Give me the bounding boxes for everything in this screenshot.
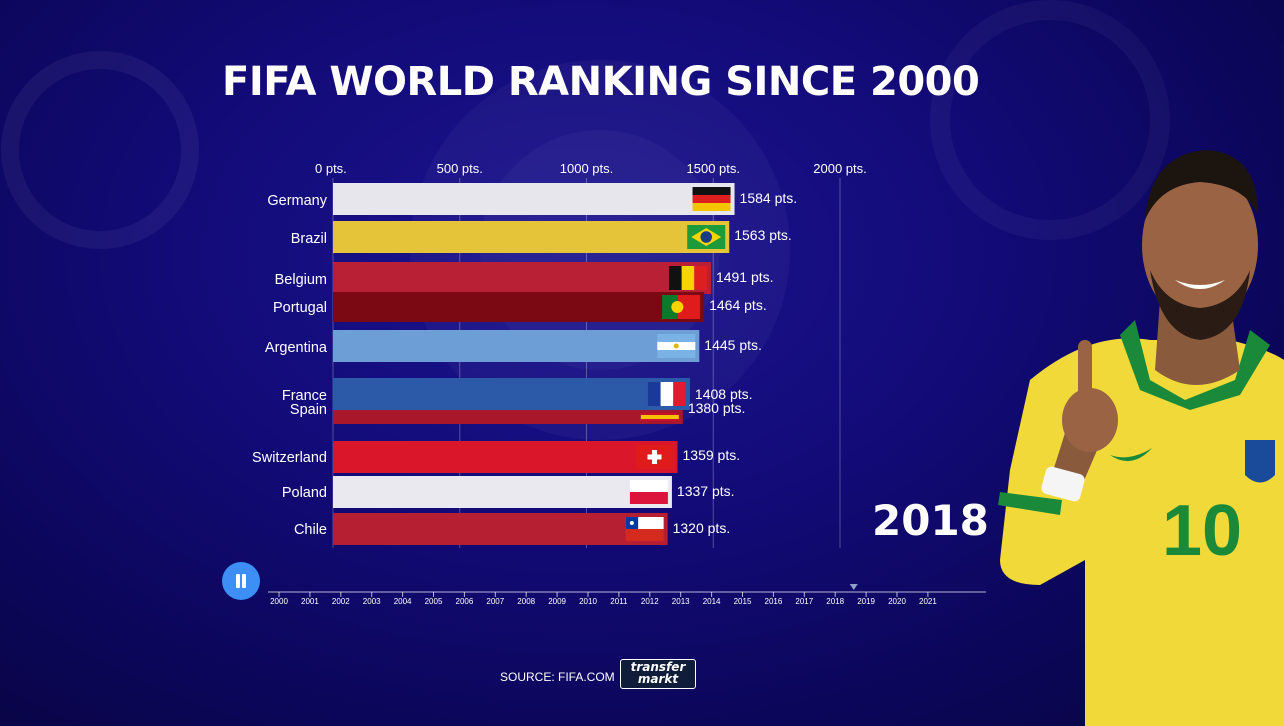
flag-part (700, 231, 712, 243)
flag-part (673, 343, 679, 349)
value-label: 1337 pts. (677, 483, 735, 499)
pause-button[interactable] (222, 562, 260, 600)
bar-row-belgium: Belgium 1491 pts. (275, 262, 774, 294)
country-label: Spain (290, 402, 327, 418)
bar-row-poland: Poland 1337 pts. (282, 476, 735, 508)
flag-icon-poland (629, 480, 668, 504)
bar-row-spain: Spain 1380 pts. (290, 400, 746, 424)
flag-icon-argentina (657, 334, 696, 358)
bar-row-switzerland: Switzerland 1359 pts. (252, 441, 740, 473)
flag-part (625, 529, 664, 541)
country-label: Chile (294, 522, 327, 538)
bar-chile (333, 513, 668, 545)
bar-portugal (333, 292, 705, 322)
flag-part (629, 492, 668, 504)
value-label: 1464 pts. (709, 297, 767, 313)
value-label: 1445 pts. (704, 337, 762, 353)
flag-icon-brazil (687, 225, 726, 249)
flag-part (662, 295, 678, 319)
country-label: Portugal (273, 300, 327, 316)
bar-brazil (333, 221, 730, 253)
page-title: FIFA WORLD RANKING SINCE 2000 (222, 59, 980, 105)
flag-icon-france (647, 382, 686, 406)
x-tick-label: 1500 pts. (687, 161, 741, 176)
bar-row-brazil: Brazil 1563 pts. (291, 221, 792, 253)
flag-part (640, 415, 679, 419)
jersey-number: 10 (1162, 491, 1242, 571)
transfermarkt-logo: transfer markt (620, 659, 696, 689)
flag-part (660, 382, 674, 406)
bar-row-portugal: Portugal 1464 pts. (273, 292, 767, 322)
bar-argentina (333, 330, 700, 362)
flag-part (681, 266, 695, 290)
current-year-label: 2018 (872, 496, 989, 545)
flag-part (647, 382, 661, 406)
logo-line-2: markt (637, 672, 679, 686)
value-label: 1359 pts. (683, 447, 741, 463)
flag-part (668, 266, 682, 290)
country-label: Belgium (275, 272, 327, 288)
flag-part (692, 195, 731, 203)
pause-icon-bar-left (236, 574, 240, 588)
value-label: 1320 pts. (673, 520, 731, 536)
flag-icon-germany (692, 187, 731, 211)
bar-belgium (333, 262, 711, 294)
flag-part (647, 454, 662, 460)
flag-part (692, 203, 731, 211)
value-label: 1408 pts. (695, 386, 753, 402)
bar-row-germany: Germany 1584 pts. (267, 183, 797, 215)
value-label: 1380 pts. (688, 400, 746, 416)
flag-part (694, 266, 707, 290)
x-tick-label: 0 pts. (315, 161, 347, 176)
country-label: Argentina (265, 340, 328, 356)
country-label: France (282, 388, 327, 404)
flag-part (671, 301, 684, 313)
value-label: 1584 pts. (740, 190, 798, 206)
flag-part (692, 187, 731, 195)
x-tick-label: 500 pts. (437, 161, 483, 176)
flag-part (677, 295, 701, 319)
value-label: 1563 pts. (734, 227, 792, 243)
bar-row-argentina: Argentina 1445 pts. (265, 330, 762, 362)
flag-part (629, 521, 634, 525)
bar-row-chile: Chile 1320 pts. (294, 513, 730, 545)
flag-icon-spain (640, 413, 679, 421)
flag-icon-belgium (668, 266, 707, 290)
country-label: Brazil (291, 231, 327, 247)
country-label: Germany (267, 193, 327, 209)
flag-icon-portugal (662, 295, 701, 319)
bar-germany (333, 183, 735, 215)
flag-icon-switzerland (635, 445, 674, 469)
bar-france (333, 378, 690, 410)
value-label: 1491 pts. (716, 269, 774, 285)
flag-icon-chile (625, 517, 664, 541)
flag-part (673, 382, 686, 406)
pause-icon-bar-right (242, 574, 246, 588)
flag-part (629, 480, 668, 492)
bar-switzerland (333, 441, 678, 473)
logo-line-1: transfer (630, 660, 686, 674)
x-tick-label: 2000 pts. (813, 161, 867, 176)
bar-spain (333, 410, 683, 424)
country-label: Switzerland (252, 450, 327, 466)
bar-poland (333, 476, 672, 508)
bar-row-france: France 1408 pts. (282, 378, 753, 410)
x-tick-label: 1000 pts. (560, 161, 614, 176)
country-label: Poland (282, 485, 327, 501)
source-label: SOURCE: FIFA.COM (500, 670, 615, 684)
